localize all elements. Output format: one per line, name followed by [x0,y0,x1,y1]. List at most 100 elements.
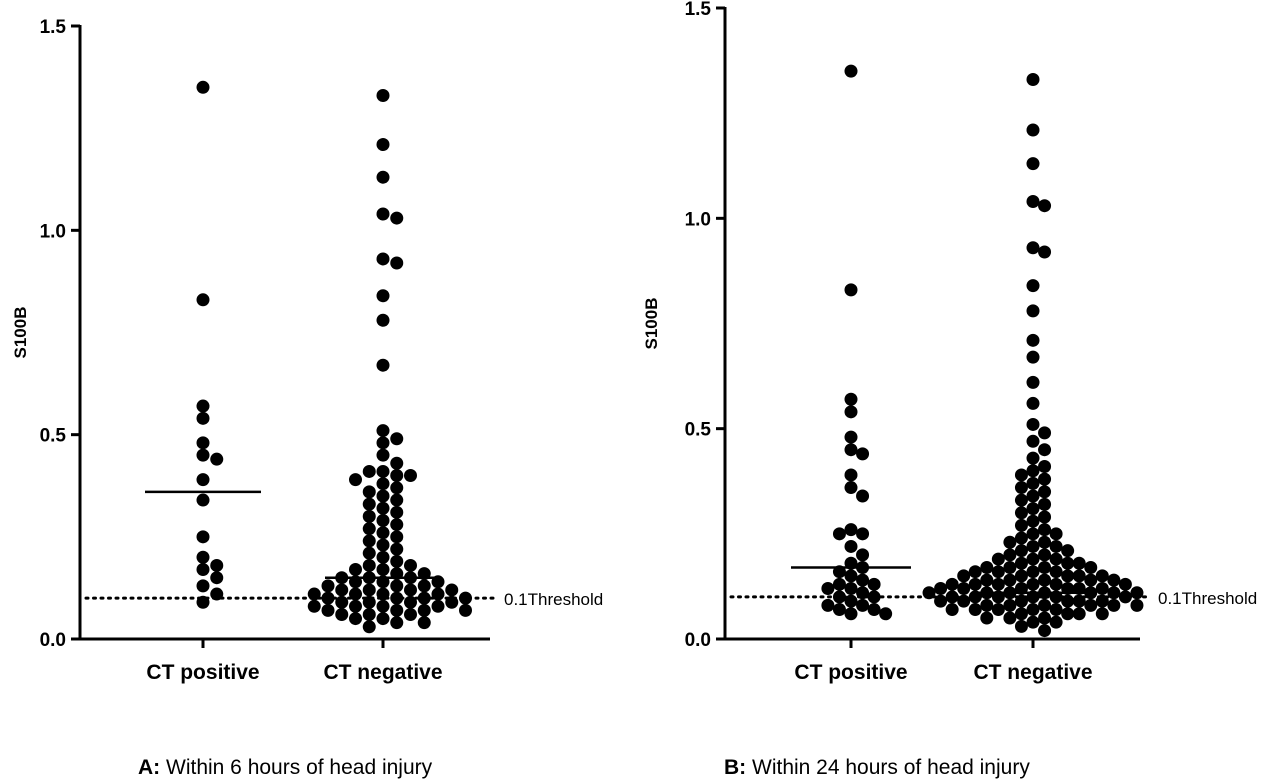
data-point [1038,535,1052,549]
data-point [856,586,870,600]
y-tick-label: 0.0 [685,630,711,651]
data-point [1095,607,1109,621]
data-point [844,468,858,482]
data-point [1026,451,1040,465]
data-point [1026,333,1040,347]
data-point [376,170,390,184]
data-point [376,599,390,613]
data-point [1026,73,1040,87]
data-point [196,411,210,425]
data-point [390,542,404,556]
data-point [1026,350,1040,364]
data-point [1038,497,1052,511]
data-point [1072,556,1086,570]
data-point [844,443,858,457]
data-point [1003,598,1017,612]
data-point [376,612,390,626]
data-point [1038,598,1052,612]
data-point [1014,544,1028,558]
data-point [376,289,390,303]
data-point [376,501,390,515]
data-point [1095,582,1109,596]
data-point [376,550,390,564]
y-tick-label: 0.0 [40,630,66,651]
data-point [445,583,459,597]
data-point [417,616,431,630]
data-point [1084,573,1098,587]
data-point [1014,506,1028,520]
data-point [945,603,959,617]
data-point [376,138,390,152]
data-point [1026,527,1040,541]
data-point [196,595,210,609]
data-point [1026,417,1040,431]
data-point [1003,560,1017,574]
data-point [404,558,417,572]
data-point [390,579,404,593]
data-point [349,563,362,577]
y-tick-label: 1.5 [685,0,712,20]
data-point [362,595,376,609]
data-point [1107,573,1121,587]
y-tick-label: 1.0 [40,221,66,242]
data-point [844,405,858,419]
data-point [957,594,971,608]
data-point [376,424,390,438]
data-point [1038,443,1052,457]
data-point [844,523,858,537]
data-point [196,436,210,450]
panel-b: 0.0 0.5 1.0 1.5 S100B CT positive CT negative 0… [642,0,1257,684]
data-point [1026,603,1040,617]
data-point [844,607,858,621]
data-point [1130,586,1144,600]
data-point [1026,514,1040,528]
data-point [844,283,858,297]
data-point [417,591,431,605]
data-point [1014,493,1028,507]
data-point [856,598,870,612]
data-point [1130,598,1144,612]
data-point [1026,241,1040,255]
data-point [459,603,472,617]
data-point [404,595,417,609]
data-point [1003,611,1017,625]
data-point [390,616,404,630]
data-point [376,88,390,102]
data-point [390,493,404,507]
data-point [1038,485,1052,499]
y-tick-label: 0.5 [40,426,67,447]
data-point [321,591,335,605]
data-point [1026,615,1040,629]
data-point [210,452,224,466]
data-point [196,530,210,544]
data-point [1003,535,1017,549]
data-point [376,207,390,221]
caption-a-text: Within 6 hours of head injury [160,756,433,779]
data-point [1026,476,1040,490]
data-point [362,620,376,634]
data-point [968,565,982,579]
data-point [844,582,858,596]
data-point [934,594,948,608]
data-point [376,313,390,327]
data-point [390,211,404,225]
data-point [856,548,870,562]
data-point [1003,573,1017,587]
data-point [376,538,390,552]
data-point [867,590,881,604]
data-point [879,607,893,621]
data-point [1095,594,1109,608]
data-point [1072,569,1086,583]
data-point [1049,539,1063,553]
data-point [376,526,390,540]
data-point [376,436,390,450]
data-point [1026,157,1040,171]
threshold-label: 0.1Threshold [504,590,603,609]
data-point [196,293,210,307]
data-point [1014,607,1028,621]
data-point [1049,615,1063,629]
data-point [362,583,376,597]
data-point [390,256,404,270]
data-point [349,599,362,613]
data-point [321,579,335,593]
